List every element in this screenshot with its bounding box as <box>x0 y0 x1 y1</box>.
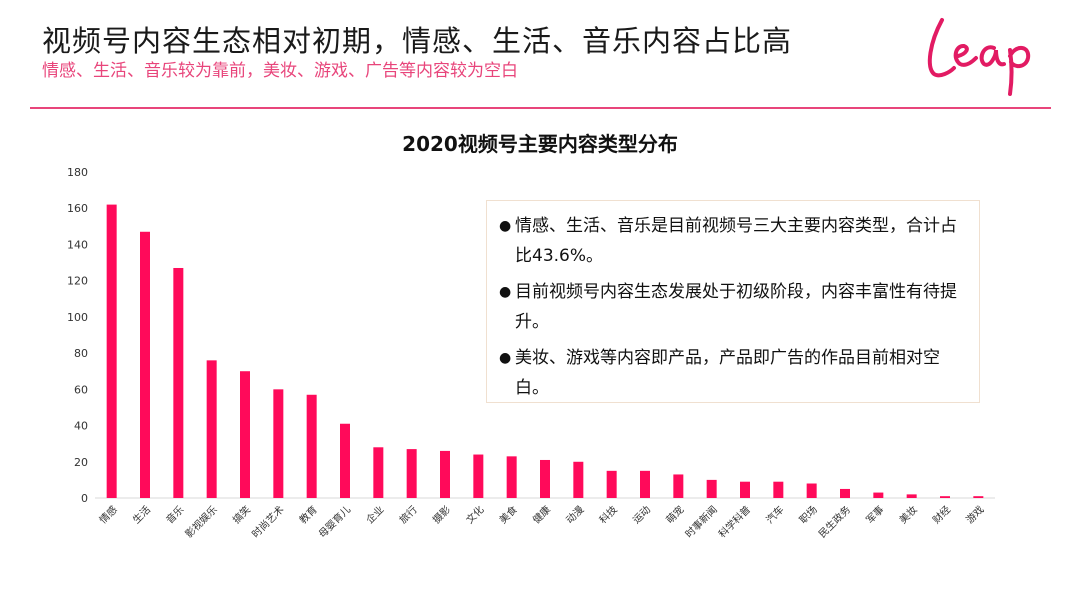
bar-教育 <box>306 394 317 498</box>
bar-旅行 <box>406 449 417 498</box>
y-tick-label: 60 <box>74 383 88 396</box>
note-item: ● 美妆、游戏等内容即产品，产品即广告的作品目前相对空白。 <box>499 343 967 403</box>
bar-汽车 <box>773 481 784 498</box>
y-tick-label: 160 <box>67 202 88 215</box>
x-tick-label: 母婴育儿 <box>316 503 353 540</box>
x-tick-label: 文化 <box>463 503 486 526</box>
y-tick-label: 100 <box>67 311 88 324</box>
bullet-icon: ● <box>499 350 512 366</box>
bar-生活 <box>140 231 150 498</box>
x-tick-label: 教育 <box>296 503 319 526</box>
chart-title: 2020视频号主要内容类型分布 <box>402 132 678 156</box>
bar-音乐 <box>173 267 184 498</box>
bar-摄影 <box>440 450 450 498</box>
y-tick-label: 0 <box>81 492 88 505</box>
bar-萌宠 <box>673 474 684 498</box>
bar-民生政务 <box>840 488 850 498</box>
bullet-icon: ● <box>499 284 512 300</box>
bar-军事 <box>873 492 884 498</box>
y-tick-label: 120 <box>67 275 88 288</box>
x-tick-label: 民生政务 <box>816 503 853 540</box>
x-tick-label: 搞笑 <box>230 503 253 526</box>
page-title: 视频号内容生态相对初期，情感、生活、音乐内容占比高 <box>42 24 793 58</box>
bullet-icon: ● <box>499 218 512 234</box>
x-tick-label: 生活 <box>130 503 153 526</box>
bar-时尚艺术 <box>273 389 284 498</box>
x-tick-label: 动漫 <box>564 504 587 527</box>
x-tick-label: 科学科普 <box>716 503 753 540</box>
x-tick-label: 职场 <box>796 503 819 526</box>
x-tick-label: 健康 <box>530 503 553 526</box>
x-tick-label: 企业 <box>363 503 386 526</box>
x-tick-label: 音乐 <box>163 503 186 526</box>
bar-职场 <box>806 483 817 498</box>
x-tick-label: 萌宠 <box>663 503 686 526</box>
bar-影视娱乐 <box>206 360 217 498</box>
bar-动漫 <box>573 461 584 498</box>
note-text: 情感、生活、音乐是目前视频号三大主要内容类型，合计占比43.6%。 <box>515 216 957 266</box>
leap-logo <box>920 12 1040 98</box>
bar-情感 <box>106 204 117 498</box>
bar-搞笑 <box>240 371 250 498</box>
note-text: 美妆、游戏等内容即产品，产品即广告的作品目前相对空白。 <box>515 348 940 398</box>
bar-财经 <box>940 496 950 498</box>
note-item: ● 目前视频号内容生态发展处于初级阶段，内容丰富性有待提升。 <box>499 277 967 337</box>
x-tick-label: 汽车 <box>763 503 786 526</box>
y-tick-label: 20 <box>74 456 88 469</box>
x-tick-label: 情感 <box>96 503 119 526</box>
bar-美妆 <box>906 494 917 498</box>
bar-时事新闻 <box>706 479 717 498</box>
bar-健康 <box>540 459 550 498</box>
y-tick-label: 80 <box>74 347 88 360</box>
header-divider <box>30 107 1051 109</box>
bar-游戏 <box>973 496 984 498</box>
x-tick-label: 科技 <box>596 503 619 526</box>
x-tick-label: 时事新闻 <box>682 503 719 540</box>
y-tick-label: 140 <box>67 238 88 251</box>
note-item: ● 情感、生活、音乐是目前视频号三大主要内容类型，合计占比43.6%。 <box>499 211 967 271</box>
bar-科技 <box>606 470 617 498</box>
x-tick-label: 财经 <box>930 503 953 526</box>
x-tick-label: 美妆 <box>896 503 919 526</box>
x-tick-label: 摄影 <box>430 503 453 526</box>
x-tick-label: 游戏 <box>963 503 986 526</box>
note-text: 目前视频号内容生态发展处于初级阶段，内容丰富性有待提升。 <box>515 282 957 332</box>
x-tick-label: 旅行 <box>396 503 419 526</box>
x-tick-label: 影视娱乐 <box>182 503 219 540</box>
y-tick-label: 180 <box>67 166 88 179</box>
notes-box: ● 情感、生活、音乐是目前视频号三大主要内容类型，合计占比43.6%。 ● 目前… <box>486 200 980 403</box>
bar-企业 <box>373 447 384 498</box>
leap-logo-graphic <box>927 18 1031 96</box>
y-tick-label: 40 <box>74 420 88 433</box>
bar-美食 <box>506 456 517 498</box>
bar-母婴育儿 <box>340 423 350 498</box>
x-tick-label: 时尚艺术 <box>249 503 286 540</box>
x-tick-label: 美食 <box>496 503 519 526</box>
bar-运动 <box>640 470 650 498</box>
x-tick-label: 运动 <box>630 504 653 527</box>
x-tick-label: 军事 <box>863 503 886 526</box>
bar-科学科普 <box>740 481 750 498</box>
bar-文化 <box>473 454 484 498</box>
page-subtitle: 情感、生活、音乐较为靠前，美妆、游戏、广告等内容较为空白 <box>42 61 518 81</box>
